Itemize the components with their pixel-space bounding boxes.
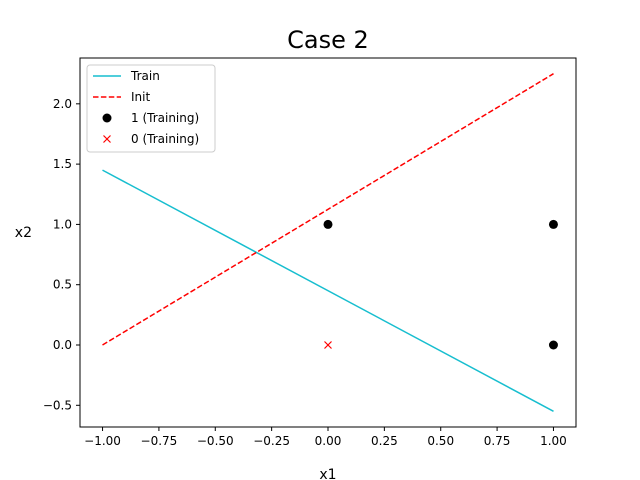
data-point-1-training	[548, 340, 558, 350]
x-axis-label: x1	[319, 467, 336, 480]
axes: −1.00 −0.75 −0.50 −0.25 0.00 0.25 0.50 0.75 1.00…	[43, 57, 577, 448]
data-point-0-training	[324, 341, 332, 349]
y-tick-label: 0.5	[53, 278, 72, 292]
plot-area	[102, 73, 558, 412]
x-tick-label: 0.75	[484, 434, 511, 448]
x-tick-label: −0.25	[253, 434, 290, 448]
series-line-train	[102, 169, 554, 412]
x-tick-label: −1.00	[84, 434, 121, 448]
x-tick-label: 0.25	[371, 434, 398, 448]
x-marker-stroke	[103, 135, 111, 143]
x-marker-stroke	[324, 341, 332, 349]
x-tick-label: −0.75	[141, 434, 178, 448]
series-line-init	[102, 73, 554, 346]
y-tick-label: 1.0	[53, 217, 72, 231]
legend-label: Train	[130, 69, 160, 83]
y-tick-label: 0.0	[53, 338, 72, 352]
legend: Train Init 1 (Training) 0 (Training)	[86, 64, 216, 153]
legend-label: 0 (Training)	[131, 132, 199, 146]
legend-x-marker	[103, 135, 111, 143]
x-tick-label: 0.50	[427, 434, 454, 448]
data-point-1-training	[323, 219, 333, 229]
y-tick-label: −0.5	[43, 398, 72, 412]
y-tick-label: 1.5	[53, 157, 72, 171]
y-tick-label: 2.0	[53, 97, 72, 111]
y-axis-label: x2	[15, 225, 32, 241]
legend-circle-marker	[102, 113, 112, 123]
x-tick-label: 1.00	[540, 434, 567, 448]
x-tick-label: −0.50	[197, 434, 234, 448]
chart-title: Case 2	[287, 26, 369, 54]
legend-label: Init	[131, 90, 150, 104]
legend-label: 1 (Training)	[131, 111, 199, 125]
x-tick-label: 0.00	[315, 434, 342, 448]
data-point-1-training	[548, 219, 558, 229]
legend-box	[86, 64, 216, 153]
